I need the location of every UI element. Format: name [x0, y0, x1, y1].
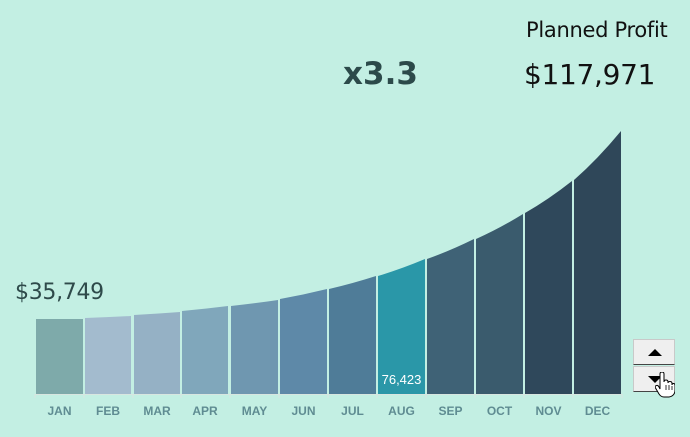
bar-aug [378, 259, 425, 394]
bar-sep [427, 239, 474, 394]
chart-title: Planned Profit [526, 18, 668, 42]
month-label-jun: JUN [291, 404, 315, 418]
month-label-aug: AUG [388, 404, 415, 418]
bar-dec [574, 131, 621, 394]
bar-mar [134, 312, 180, 394]
start-value-label: $35,749 [15, 280, 104, 305]
bars-group [36, 131, 621, 394]
triangle-down-icon [648, 376, 662, 383]
x-axis [34, 394, 623, 398]
month-label-dec: DEC [585, 404, 611, 418]
month-label-mar: MAR [143, 404, 171, 418]
month-labels: JAN FEB MAR APR MAY JUN JUL AUG 76,423 SEP OCT NOV D… [47, 372, 610, 418]
month-label-jan: JAN [47, 404, 71, 418]
bar-nov [525, 181, 572, 394]
month-label-may: MAY [242, 404, 268, 418]
month-label-oct: OCT [487, 404, 513, 418]
bar-apr [182, 306, 228, 394]
bar-oct [476, 214, 523, 394]
total-profit-value: $117,971 [524, 58, 656, 91]
triangle-up-icon [648, 349, 662, 356]
bar-jul [329, 276, 376, 394]
hand-pointer-cursor-icon [655, 372, 675, 398]
highlighted-bar-value: 76,423 [382, 372, 422, 387]
month-label-apr: APR [192, 404, 218, 418]
bar-jun [280, 289, 327, 394]
month-label-nov: NOV [535, 404, 561, 418]
month-label-jul: JUL [341, 404, 364, 418]
month-label-sep: SEP [438, 404, 462, 418]
bar-may [231, 300, 278, 394]
growth-multiplier: x3.3 [343, 56, 418, 92]
increment-button[interactable] [633, 339, 675, 365]
bar-jan [36, 319, 83, 394]
bar-feb [85, 316, 131, 394]
month-label-feb: FEB [96, 404, 120, 418]
